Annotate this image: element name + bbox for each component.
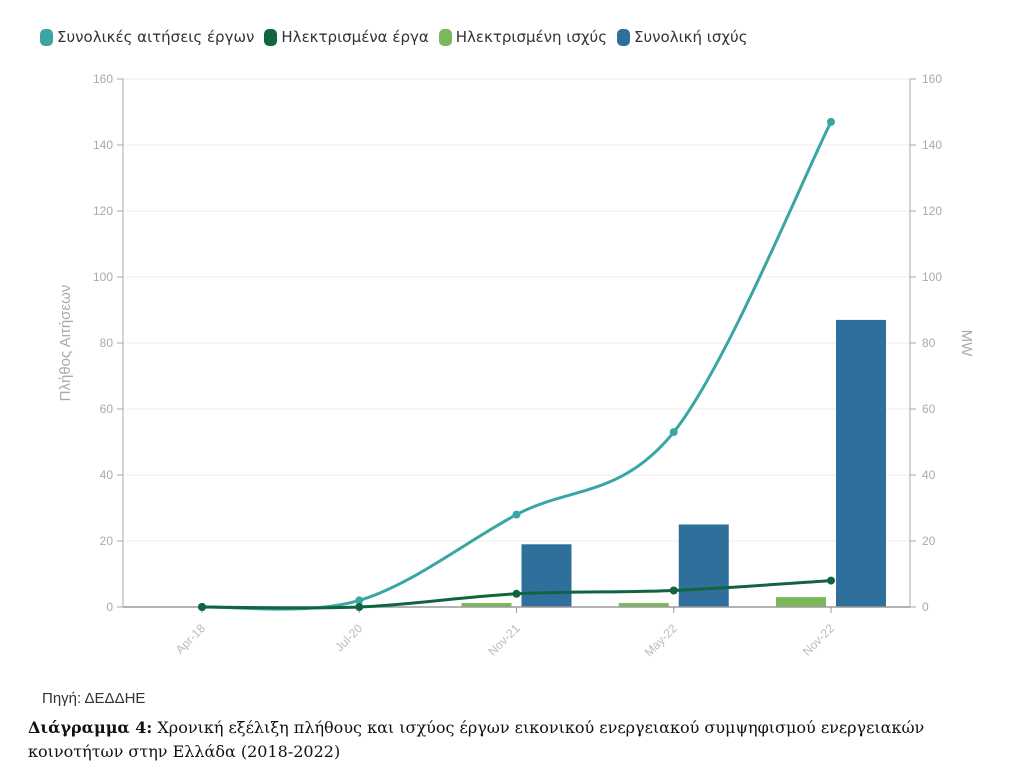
bar-Nov-21 [521,544,572,607]
source-note: Πηγή: ΔΕΔΔΗΕ [42,690,146,707]
right-tick-label: 80 [922,336,936,350]
line-point [198,603,206,611]
line-point [512,510,521,519]
caption-label: Διάγραμμα 4: [28,718,153,737]
left-tick-label: 100 [93,270,113,284]
legend-item[interactable]: Συνολικές αιτήσεις έργων [40,28,254,46]
legend-item[interactable]: Ηλεκτρισμένη ισχύς [438,28,608,46]
legend-swatch [264,28,278,46]
bar-Nov-22 [776,597,826,607]
right-tick-label: 0 [922,600,929,614]
left-tick-label: 80 [100,336,114,350]
x-tick-label: Nov-21 [485,621,522,658]
legend-item[interactable]: Συνολική ισχύς [617,28,748,46]
figure-caption: Διάγραμμα 4: Χρονική εξέλιξη πλήθους και… [28,716,1018,764]
bar-May-22 [618,603,669,607]
right-tick-label: 40 [922,468,936,482]
line-point [827,576,835,585]
line-point [827,117,835,126]
line-point [512,589,521,598]
right-tick-label: 100 [922,270,942,284]
bar-Nov-22 [836,319,886,607]
line-point [355,603,364,611]
legend: Συνολικές αιτήσεις έργων Ηλεκτρισμένα έργ… [40,28,748,46]
left-tick-label: 40 [100,468,114,482]
bar-Nov-21 [461,603,512,607]
line-point [355,596,364,605]
legend-item[interactable]: Ηλεκτρισμένα έργα [264,28,429,46]
left-tick-label: 0 [106,600,113,614]
left-tick-label: 140 [93,138,113,152]
combo-chart: 0 20 40 60 80 100 120 140 160 0 20 40 60 80 100 120 140 1… [57,72,975,659]
legend-swatch [40,28,53,46]
left-tick-label: 60 [100,402,114,416]
legend-swatch [617,28,631,46]
legend-label: Ηλεκτρισμένα έργα [281,28,429,46]
left-axis-label: Πλήθος Αιτήσεων [57,285,74,402]
right-tick-label: 60 [922,402,936,416]
right-tick-label: 140 [922,138,942,152]
legend-label: Συνολική ισχύς [634,28,748,46]
left-tick-label: 160 [93,72,113,86]
left-tick-label: 120 [93,204,113,218]
caption-text: Χρονική εξέλιξη πλήθους και ισχύος έργων… [28,718,925,761]
legend-label: Ηλεκτρισμένη ισχύς [455,28,608,46]
line-series [201,121,833,611]
left-tick-label: 20 [100,534,114,548]
line-point [669,428,678,437]
right-tick-label: 20 [922,534,936,548]
legend-label: Συνολικές αιτήσεις έργων [57,28,255,46]
x-tick-label: Jul-20 [332,621,365,654]
bar-May-22 [678,524,729,607]
right-axis-label: MW [958,330,975,357]
legend-swatch [438,28,452,46]
right-tick-label: 160 [922,72,942,86]
right-tick-label: 120 [922,204,942,218]
x-tick-label: May-22 [642,621,680,659]
x-tick-label: Nov-22 [800,621,837,658]
line-point [669,586,678,595]
x-tick-label: Apr-18 [173,621,209,657]
